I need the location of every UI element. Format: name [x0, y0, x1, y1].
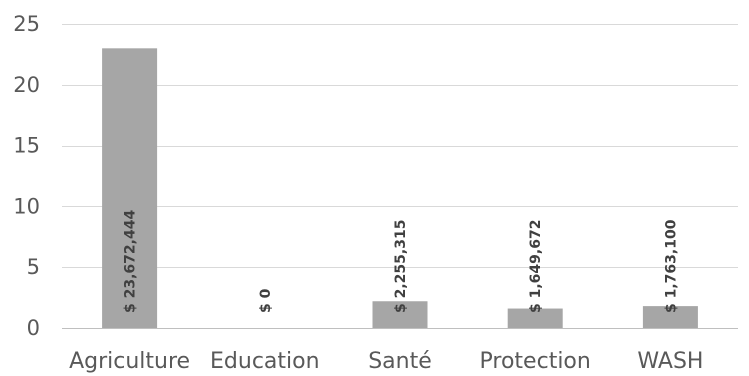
x-tick-label: Education	[210, 349, 320, 374]
data-label: $ 1,763,100	[663, 219, 679, 313]
data-label: $ 2,255,315	[393, 220, 409, 313]
x-tick-label: WASH	[637, 349, 703, 374]
data-label: $ 23,672,444	[123, 210, 139, 313]
bar-agriculture	[102, 48, 158, 328]
gridlines	[62, 24, 738, 329]
bar-protection	[507, 308, 563, 328]
y-axis-ticks: 0 5 10 15 20 25	[13, 12, 40, 340]
x-axis-labels: Agriculture Education Santé Protection WASH	[69, 349, 703, 374]
y-tick-label: 15	[13, 134, 40, 158]
y-tick-label: 20	[13, 73, 40, 97]
bars: $ 23,672,444 $ 0 $ 2,255,315 $ 1,649,672 $ 1…	[102, 48, 698, 328]
data-label: $ 1,649,672	[528, 220, 544, 313]
y-tick-label: 5	[27, 255, 40, 279]
y-tick-label: 10	[13, 194, 40, 218]
bar-wash	[642, 306, 698, 328]
x-tick-label: Agriculture	[69, 349, 190, 374]
x-tick-label: Protection	[480, 349, 591, 374]
y-tick-label: 0	[27, 316, 40, 340]
bar-santé	[372, 301, 428, 328]
y-tick-label: 25	[13, 12, 40, 36]
data-label: $ 0	[258, 288, 274, 313]
x-tick-label: Santé	[368, 349, 432, 374]
